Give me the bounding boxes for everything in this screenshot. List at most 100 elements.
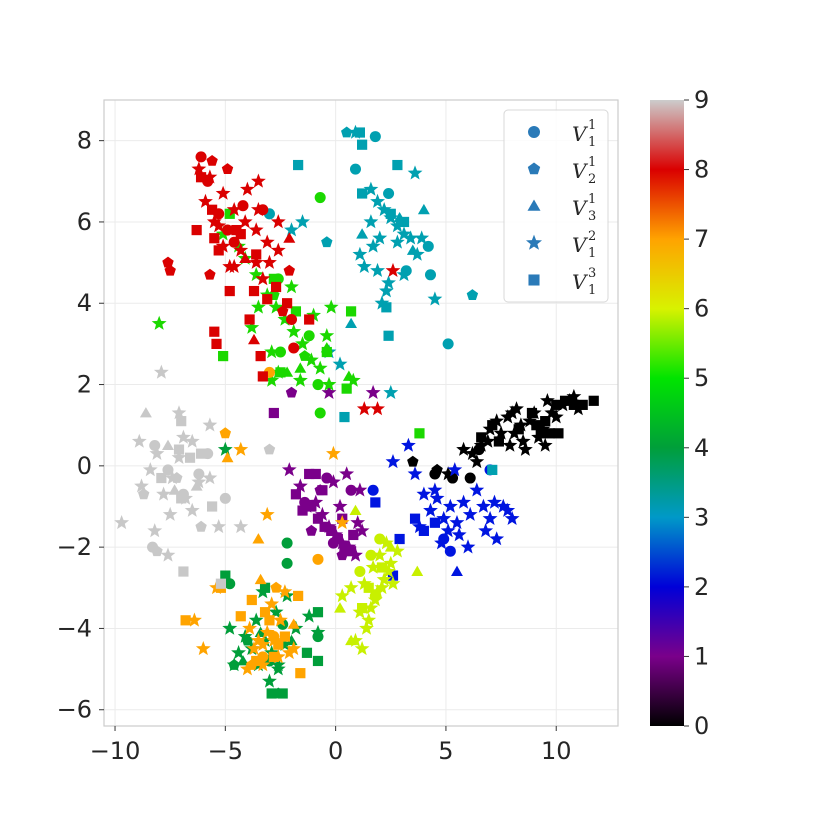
data-point-square <box>392 159 403 171</box>
data-point-square <box>357 188 368 199</box>
data-point-star <box>476 498 491 513</box>
colorbar-tick-label: 3 <box>694 503 709 531</box>
data-point-pentagon <box>206 155 218 166</box>
data-point-star <box>217 441 233 456</box>
data-point-triangle <box>283 232 296 243</box>
data-point-circle <box>312 553 324 565</box>
data-point-star <box>284 279 299 294</box>
data-point-triangle <box>285 634 298 646</box>
data-point-circle <box>473 444 485 456</box>
data-point-star <box>372 547 388 562</box>
data-point-star <box>427 482 443 497</box>
data-point-star <box>255 271 271 286</box>
data-point-pentagon <box>466 289 479 300</box>
data-point-star <box>462 506 478 521</box>
data-point-star <box>385 262 401 277</box>
legend-label-subscript: 1 <box>588 283 596 298</box>
data-point-star <box>202 470 218 485</box>
data-point-triangle <box>190 480 203 491</box>
data-point-star <box>277 584 293 599</box>
data-point-pentagon <box>263 443 276 455</box>
data-point-circle <box>374 533 386 545</box>
data-point-triangle <box>342 370 355 381</box>
data-point-circle <box>422 240 434 252</box>
data-point-square <box>345 546 357 557</box>
data-point-star <box>222 258 238 273</box>
data-point-star <box>361 612 377 627</box>
y-tick-label: 6 <box>77 208 92 236</box>
data-point-star <box>447 462 463 477</box>
data-point-star <box>242 620 257 635</box>
data-point-star <box>403 230 419 245</box>
data-point-pentagon <box>219 427 231 439</box>
data-point-pentagon <box>204 268 216 280</box>
data-point-square <box>418 525 429 536</box>
data-point-circle <box>367 484 379 496</box>
data-point-triangle <box>248 333 260 345</box>
data-point-star <box>390 218 405 233</box>
data-point-star <box>436 510 452 525</box>
data-point-star <box>407 466 423 481</box>
data-point-circle <box>219 492 231 504</box>
data-point-square <box>348 529 359 541</box>
legend-marker-pentagon <box>527 162 541 175</box>
data-point-square <box>264 615 275 626</box>
data-point-square <box>184 452 196 463</box>
data-point-star <box>376 571 392 586</box>
data-point-circle <box>383 187 395 200</box>
legend-label: V <box>572 196 589 220</box>
data-point-star <box>370 401 385 416</box>
data-point-square <box>180 615 191 626</box>
data-point-square <box>224 208 235 219</box>
data-point-star <box>323 299 339 314</box>
data-point-star <box>233 441 249 456</box>
data-point-pentagon <box>305 524 318 536</box>
data-point-square <box>513 424 524 435</box>
data-point-triangle <box>287 618 300 629</box>
data-point-star <box>356 258 372 273</box>
data-point-star <box>292 372 308 387</box>
data-point-star <box>500 502 516 517</box>
data-point-star <box>233 519 249 534</box>
data-point-triangle <box>221 451 234 463</box>
data-point-star <box>423 502 438 517</box>
data-point-pentagon <box>221 163 234 174</box>
data-point-circle <box>303 330 315 342</box>
data-point-pentagon <box>138 488 150 500</box>
data-point-square <box>363 582 374 593</box>
colorbar: 0 1 2 3 4 5 6 7 8 9 <box>650 86 709 740</box>
colorbar-tick-label: 1 <box>694 642 709 670</box>
data-point-triangle <box>237 655 249 666</box>
data-point-star <box>381 563 396 578</box>
data-point-square <box>526 407 538 419</box>
data-point-star <box>257 632 273 647</box>
data-point-star <box>248 254 264 269</box>
data-point-star <box>372 230 388 245</box>
data-point-square <box>290 489 302 500</box>
data-point-square <box>270 281 282 293</box>
data-point-star <box>248 222 264 237</box>
colorbar-tick-label: 8 <box>694 156 709 184</box>
data-point-star <box>396 226 412 241</box>
data-point-triangle <box>252 533 265 544</box>
data-point-square <box>487 464 498 476</box>
data-point-star <box>255 657 271 672</box>
data-point-square <box>259 582 271 593</box>
data-point-pentagon <box>241 634 254 646</box>
data-point-star <box>460 539 476 554</box>
data-point-star <box>281 462 297 477</box>
data-point-star <box>248 267 264 282</box>
legend-label-superscript: 1 <box>588 155 596 170</box>
data-point-star <box>352 246 368 261</box>
data-point-square <box>301 647 313 658</box>
data-point-star <box>171 449 187 464</box>
data-point-star <box>332 498 348 513</box>
legend-label-superscript: 1 <box>588 118 596 133</box>
data-point-star <box>504 510 520 525</box>
data-point-square <box>535 428 546 439</box>
data-point-pentagon <box>431 463 443 475</box>
data-point-square <box>279 631 290 642</box>
data-point-square <box>275 367 286 378</box>
data-point-star <box>326 474 341 489</box>
data-point-star <box>442 498 458 513</box>
